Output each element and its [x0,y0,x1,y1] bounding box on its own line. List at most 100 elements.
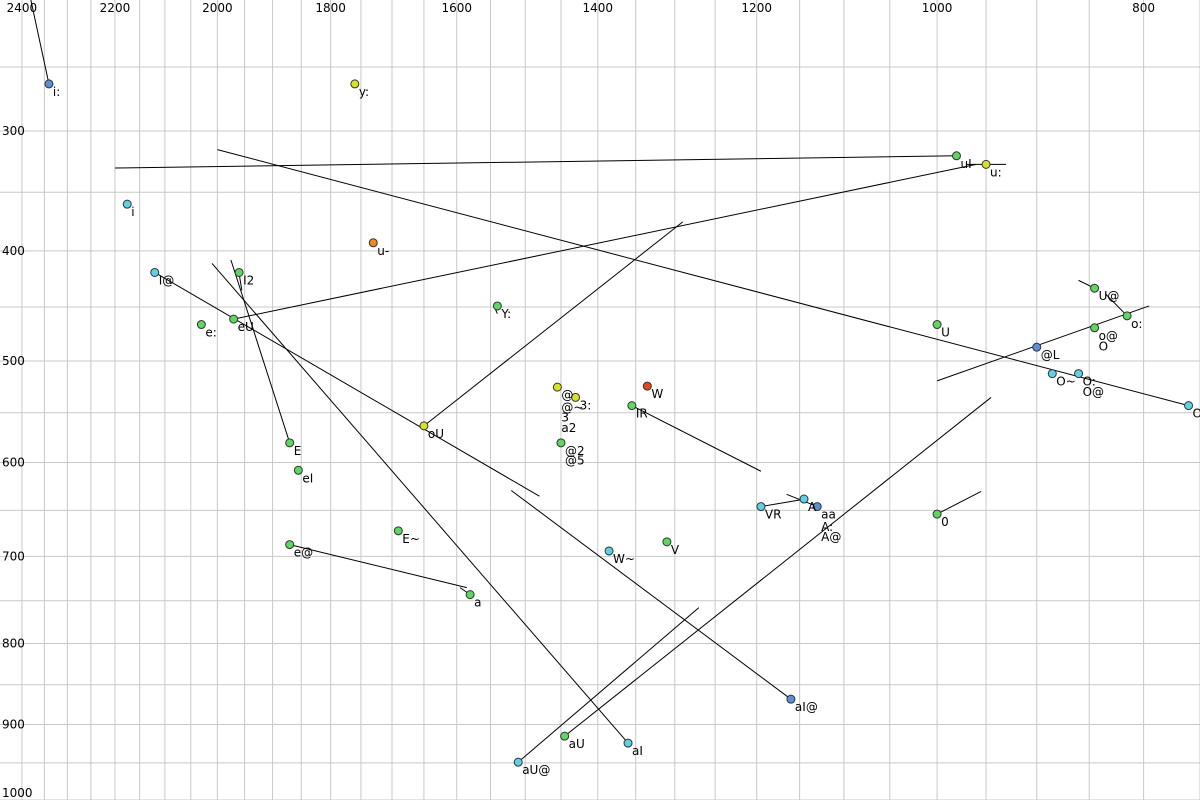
vowel-label: @2 [565,444,585,458]
vowel-label: u: [990,165,1002,179]
transition-line [114,155,957,169]
vowel-label: O [1099,340,1108,354]
vowel-point [932,320,942,330]
vowel-point [552,382,562,392]
x-tick-label: 1600 [441,1,472,15]
vowel-label: O~ [1056,375,1076,389]
vowel-point [234,267,244,277]
x-tick-label: 1000 [922,1,953,15]
vowel-label: W [651,387,663,401]
y-tick-label: 1000 [2,786,33,800]
vowel-point [368,238,378,248]
vowel-label: @ [561,388,573,402]
vowel-point [293,465,303,475]
vowel-point [350,79,360,89]
y-tick-label: 400 [2,244,25,258]
vowel-label: IR [636,407,648,421]
x-axis-ticks: 2400 2200 2000 1800 1600 1400 1200 1000 800 [7,1,1155,15]
vowel-point [1184,401,1194,411]
transition-line [936,490,982,515]
vowel-point [1090,323,1100,333]
vowel-point [604,546,614,556]
vowel-label: aU@ [522,763,550,777]
vowel-label: uI [960,157,971,171]
transition-line [217,149,1189,407]
vowel-point [812,502,822,512]
vowel-point [229,314,239,324]
vowel-label: a2 [561,421,576,435]
vowel-label: @~ [561,400,583,414]
vowel-point [627,401,637,411]
vowel-point [492,301,502,311]
vowel-point [285,540,295,550]
vowel-label: eU [238,320,254,334]
vowel-label: aI [632,744,643,758]
vowel-label: U@ [1099,289,1120,303]
x-tick-label: 2000 [202,1,233,15]
transition-line [1104,293,1128,317]
x-tick-label: 1200 [741,1,772,15]
y-tick-label: 500 [2,354,25,368]
x-tick-label: 1400 [583,1,614,15]
vowel-point [122,199,132,209]
vowel-point [44,79,54,89]
vowel-label: I2 [243,273,254,287]
vowel-label: y: [359,85,369,99]
transition-lines [30,0,1189,763]
vowel-label: a [474,596,481,610]
transition-line [289,544,467,589]
vowel-point [393,526,403,536]
vowel-point [642,381,652,391]
vowel-label: aI@ [795,700,818,714]
vowel-label: e: [205,326,216,340]
transition-line [154,272,540,497]
vowel-point [1032,342,1042,352]
transition-line [30,0,50,84]
vowel-label: 3: [580,398,592,412]
y-tick-label: 900 [2,717,25,731]
transition-line [517,607,700,763]
vowel-label: o@ [1099,329,1118,343]
y-tick-label: 300 [2,124,25,138]
vowel-label: A [808,500,817,514]
y-tick-label: 700 [2,549,25,563]
vowel-label: U [941,326,950,340]
vowel-point [932,509,942,519]
vowel-label: W~ [613,552,635,566]
transition-line [936,305,1150,382]
vowel-point [981,159,991,169]
vowel-label: 3 [561,411,569,425]
vowel-label: E~ [402,532,420,546]
transition-line [233,163,977,320]
vowel-point [799,494,809,504]
vowel-label: e@ [294,546,313,560]
vowel-points [44,79,1194,767]
vowel-point [285,438,295,448]
transition-line [230,259,291,443]
transition-line [510,490,792,700]
vowel-point [196,320,206,330]
x-tick-label: 1800 [315,1,346,15]
x-tick-label: 2400 [7,1,38,15]
vowel-label: aa [821,508,836,522]
vowel-point [465,590,475,600]
transition-line [211,263,629,744]
vowel-label: O@ [1083,385,1104,399]
transition-line [423,221,684,427]
vowel-label: VR [765,508,782,522]
y-axis-ticks: 300 400 500 600 700 800 900 1000 [2,124,33,800]
vowel-label: A@ [821,530,841,544]
vowel-label: o: [1131,317,1142,331]
vowel-point [623,738,633,748]
y-tick-label: 800 [2,636,25,650]
x-tick-label: 800 [1132,1,1155,15]
transition-line [760,499,800,508]
vowel-label: OI [1193,407,1200,421]
vowel-point [1047,369,1057,379]
y-tick-label: 600 [2,456,25,470]
vowel-label: O: [1083,375,1096,389]
vowel-label: eI [302,471,313,485]
vowel-point [786,694,796,704]
